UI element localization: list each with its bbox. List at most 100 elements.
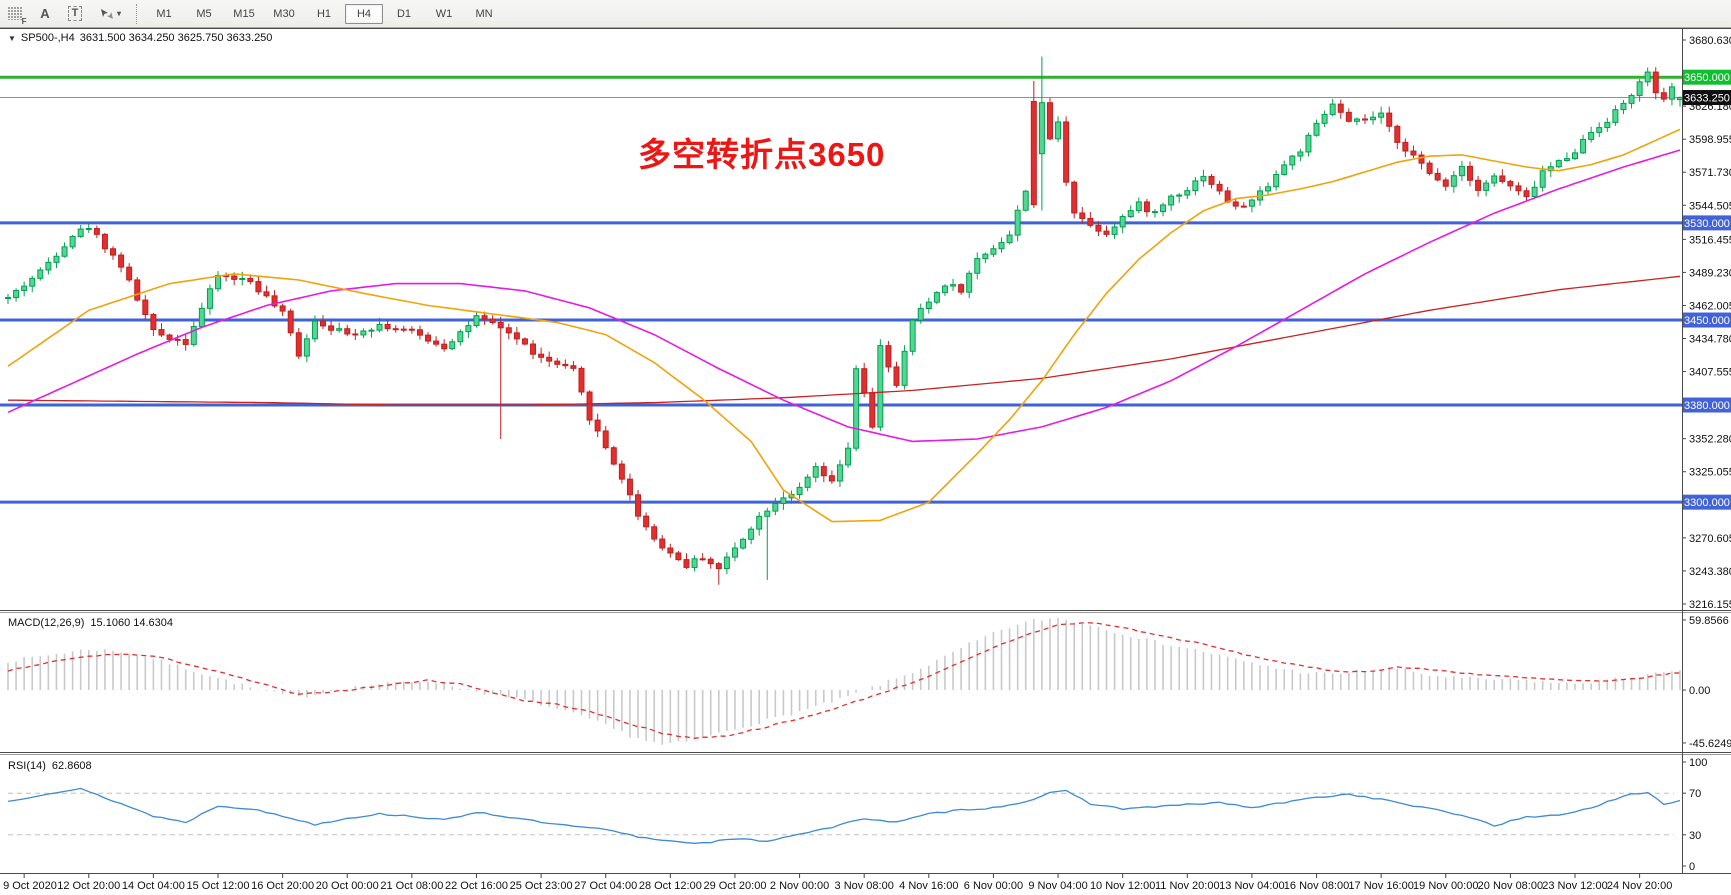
- ma-fast-line: [7, 128, 1681, 523]
- ohlc-values: 3631.500 3634.250 3625.750 3633.250: [79, 32, 273, 44]
- price-tick-label: 3598.955: [1689, 134, 1731, 146]
- indicator-axes: 59.8566 0.00 -45.6249 100 70 30 0: [1682, 615, 1731, 873]
- price-axis[interactable]: 3680.6303626.1803598.9553571.7303544.505…: [1682, 35, 1731, 611]
- price-badge-label: 3633.250: [1684, 93, 1730, 105]
- toolbar: F A T ▾ M1 M5 M15 M30 H1 H4 D1 W1 MN: [0, 0, 1731, 28]
- main-price-panel[interactable]: [0, 56, 1683, 585]
- rsi-indicator-label: RSI(14) 62.8608: [8, 760, 92, 772]
- price-badge-label: 3380.000: [1684, 400, 1730, 412]
- time-tick-label: 16 Nov 08:00: [1284, 880, 1349, 892]
- time-tick-label: 9 Nov 04:00: [1028, 880, 1087, 892]
- rsi-axis-label: 0: [1689, 861, 1695, 873]
- chart-annotation-text: 多空转折点3650: [638, 136, 886, 173]
- macd-values: 15.1060 14.6304: [90, 617, 174, 629]
- timeframe-button-d1[interactable]: D1: [396, 7, 412, 20]
- time-tick-label: 24 Nov 20:00: [1607, 880, 1672, 892]
- rsi-axis-label: 70: [1689, 788, 1701, 800]
- time-tick-label: 14 Oct 04:00: [122, 880, 185, 892]
- rsi-panel[interactable]: [7, 787, 1681, 844]
- price-tick-label: 3352.280: [1689, 434, 1731, 446]
- rsi-title: RSI(14): [8, 760, 46, 772]
- toolbar-separator: [136, 3, 138, 24]
- time-tick-label: 19 Nov 00:00: [1413, 880, 1478, 892]
- time-tick-label: 6 Nov 00:00: [964, 880, 1023, 892]
- price-badge-label: 3650.000: [1684, 72, 1730, 84]
- time-tick-label: 25 Oct 23:00: [510, 880, 573, 892]
- time-tick-label: 22 Oct 16:00: [445, 880, 508, 892]
- timeframe-button-h4[interactable]: H4: [345, 3, 383, 24]
- rsi-axis-label: 100: [1689, 757, 1707, 769]
- price-badge-3530.000: [1683, 215, 1731, 231]
- macd-histogram: [7, 618, 1681, 745]
- price-badge-label: 3530.000: [1684, 218, 1730, 230]
- price-tick-label: 3462.005: [1689, 300, 1731, 312]
- timeframe-button-m30[interactable]: M30: [273, 7, 295, 20]
- price-badge-label: 3300.000: [1684, 497, 1730, 509]
- rsi-axis-label: 30: [1689, 830, 1701, 842]
- text-tool-icon: T: [67, 6, 83, 21]
- timeframe-button-h1[interactable]: H1: [316, 7, 332, 20]
- symbol-ohlc-line: ▼ SP500-,H4 3631.500 3634.250 3625.750 3…: [8, 32, 272, 44]
- chart-area[interactable]: 3680.630 3626.180 3598.955 3571.730 3544.505…: [0, 28, 1731, 895]
- timeframe-button-m5[interactable]: M5: [196, 7, 212, 20]
- grid-template-tool-button[interactable]: F: [2, 3, 28, 26]
- timeframe-button-m15[interactable]: M15: [233, 7, 255, 20]
- macd-indicator-label: MACD(12,26,9) 15.1060 14.6304: [8, 617, 173, 629]
- grid-icon: F: [7, 7, 27, 26]
- horizontal-lines-layer[interactable]: [0, 75, 1682, 504]
- price-tick-label: 3325.055: [1689, 467, 1731, 479]
- price-tick-label: 3571.730: [1689, 167, 1731, 179]
- ma-slow-line: [8, 275, 1681, 406]
- time-tick-label: 29 Oct 20:00: [703, 880, 766, 892]
- cursor-arrows-icon: [100, 8, 113, 19]
- price-badge-3650.000: [1683, 69, 1731, 85]
- price-tick-label: 3407.555: [1689, 367, 1731, 379]
- macd-axis-label: -45.6249: [1689, 738, 1731, 750]
- time-axis[interactable]: 9 Oct 2020 12 Oct 20:00 14 Oct 04:00 15 Oct…: [3, 873, 1672, 892]
- candles-layer: [5, 56, 1682, 585]
- macd-panel[interactable]: [7, 618, 1681, 745]
- price-tick-label: 3434.780: [1689, 334, 1731, 346]
- macd-axis-label: 0.00: [1689, 685, 1710, 697]
- price-tick-label: 3680.630: [1689, 35, 1731, 47]
- time-tick-label: 20 Oct 00:00: [316, 880, 379, 892]
- timeframe-button-w1[interactable]: W1: [435, 7, 453, 20]
- symbol-name: SP500-,H4: [20, 32, 75, 44]
- price-badge-3450.000: [1683, 312, 1731, 328]
- rsi-line: [7, 787, 1681, 844]
- macd-axis-label: 59.8566: [1689, 615, 1729, 627]
- price-tick-label: 3489.230: [1689, 267, 1731, 279]
- timeframe-button-group: M1 M5 M15 M30 H1 H4 D1 W1 MN: [144, 3, 504, 24]
- cursor-tool-button[interactable]: ▾: [92, 3, 128, 25]
- ma-mid-line: [7, 149, 1681, 443]
- price-badge-3300.000: [1683, 494, 1731, 510]
- time-tick-label: 20 Nov 08:00: [1478, 880, 1543, 892]
- time-tick-label: 16 Oct 20:00: [251, 880, 314, 892]
- price-tick-label: 3544.505: [1689, 200, 1731, 212]
- time-tick-label: 10 Nov 12:00: [1090, 880, 1155, 892]
- text-label-tool-button[interactable]: T: [62, 3, 88, 25]
- time-tick-label: 13 Nov 04:00: [1219, 880, 1284, 892]
- chart-canvas[interactable]: 3680.6303626.1803598.9553571.7303544.505…: [0, 28, 1731, 895]
- time-tick-label: 15 Oct 12:00: [187, 880, 250, 892]
- time-tick-label: 17 Nov 16:00: [1348, 880, 1413, 892]
- chevron-down-icon: ▾: [116, 9, 121, 18]
- panel-borders: [0, 28, 1731, 874]
- time-tick-label: 3 Nov 08:00: [835, 880, 894, 892]
- time-tick-label: 12 Oct 20:00: [57, 880, 120, 892]
- price-tick-label: 3270.605: [1689, 533, 1731, 545]
- macd-title: MACD(12,26,9): [8, 617, 85, 629]
- time-tick-label: 9 Oct 2020: [3, 880, 57, 892]
- symbol-menu-icon[interactable]: ▼: [8, 33, 16, 43]
- price-badge-3633.250: [1683, 90, 1731, 106]
- price-badge-3380.000: [1683, 397, 1731, 413]
- rsi-value: 62.8608: [51, 760, 92, 772]
- timeframe-button-m1[interactable]: M1: [156, 7, 172, 20]
- font-tool-button[interactable]: A: [32, 3, 58, 25]
- price-tick-label: 3516.455: [1689, 234, 1731, 246]
- timeframe-button-mn[interactable]: MN: [475, 7, 493, 20]
- time-tick-label: 2 Nov 00:00: [770, 880, 829, 892]
- time-tick-label: 23 Nov 12:00: [1542, 880, 1607, 892]
- time-tick-label: 4 Nov 16:00: [899, 880, 958, 892]
- time-tick-label: 11 Nov 20:00: [1155, 880, 1220, 892]
